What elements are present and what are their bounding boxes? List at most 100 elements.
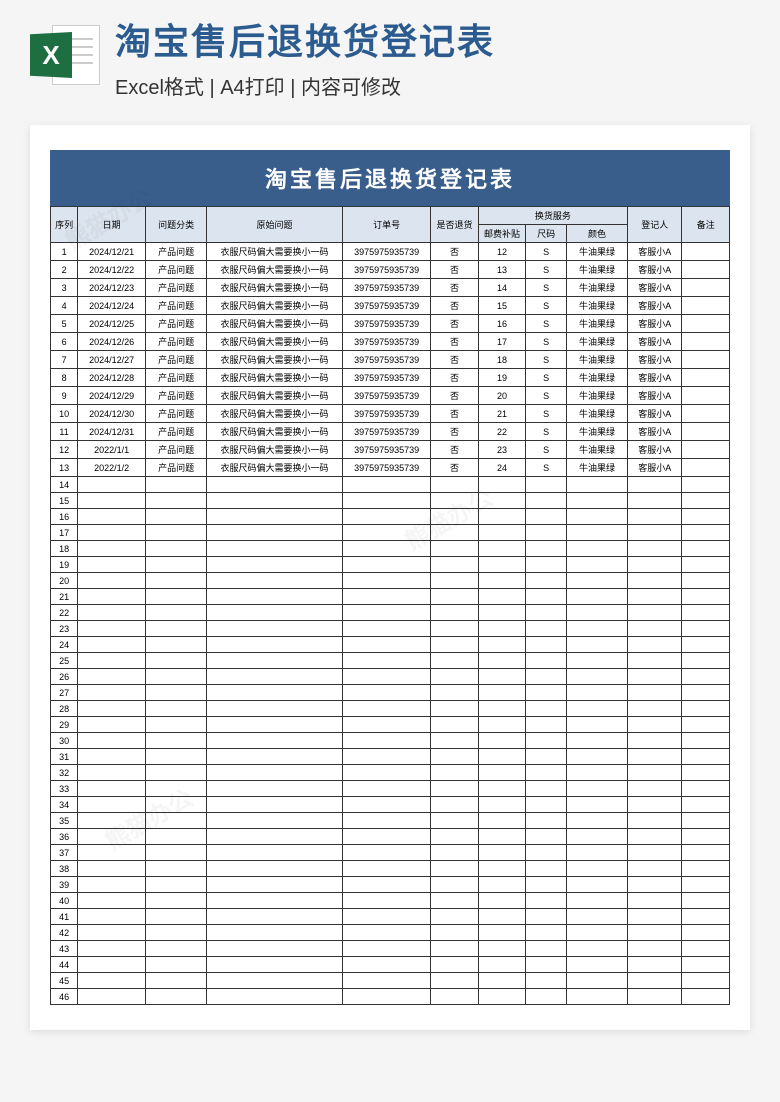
- cell-cat: 产品问题: [146, 387, 207, 405]
- table-row: 132022/1/2产品问题衣服尺码偏大需要换小一码3975975935739否…: [51, 459, 730, 477]
- main-title: 淘宝售后退换货登记表: [115, 20, 750, 63]
- table-row: 32024/12/23产品问题衣服尺码偏大需要换小一码3975975935739…: [51, 279, 730, 297]
- cell-seq: 25: [51, 653, 78, 669]
- cell-color: 牛油果绿: [567, 405, 628, 423]
- th-category: 问题分类: [146, 207, 207, 243]
- table-row: 32: [51, 765, 730, 781]
- cell-seq: 23: [51, 621, 78, 637]
- cell-issue: 衣服尺码偏大需要换小一码: [207, 315, 343, 333]
- cell-cat: 产品问题: [146, 459, 207, 477]
- table-row: 38: [51, 861, 730, 877]
- cell-size: S: [526, 243, 567, 261]
- cell-note: [682, 243, 730, 261]
- cell-reg: 客服小A: [628, 261, 682, 279]
- table-row: 37: [51, 845, 730, 861]
- cell-sub: 19: [478, 369, 526, 387]
- cell-date: 2024/12/25: [78, 315, 146, 333]
- cell-seq: 14: [51, 477, 78, 493]
- table-row: 19: [51, 557, 730, 573]
- cell-cat: 产品问题: [146, 423, 207, 441]
- table-row: 17: [51, 525, 730, 541]
- table-row: 20: [51, 573, 730, 589]
- cell-seq: 19: [51, 557, 78, 573]
- cell-reg: 客服小A: [628, 351, 682, 369]
- cell-order: 3975975935739: [342, 441, 430, 459]
- cell-seq: 1: [51, 243, 78, 261]
- sub-title: Excel格式 | A4打印 | 内容可修改: [115, 71, 750, 100]
- table-row: 29: [51, 717, 730, 733]
- cell-ret: 否: [431, 351, 479, 369]
- cell-note: [682, 315, 730, 333]
- cell-seq: 35: [51, 813, 78, 829]
- table-header: 序列 日期 问题分类 原始问题 订单号 是否退货 换货服务 登记人 备注 邮费补…: [51, 207, 730, 243]
- header-text: 淘宝售后退换货登记表 Excel格式 | A4打印 | 内容可修改: [115, 20, 750, 100]
- cell-seq: 39: [51, 877, 78, 893]
- cell-seq: 34: [51, 797, 78, 813]
- cell-seq: 5: [51, 315, 78, 333]
- th-issue: 原始问题: [207, 207, 343, 243]
- cell-date: 2024/12/26: [78, 333, 146, 351]
- sheet-container: 淘宝售后退换货登记表 序列 日期 问题分类 原始问题 订单号 是否退货 换货服务…: [30, 125, 750, 1030]
- cell-ret: 否: [431, 297, 479, 315]
- cell-sub: 13: [478, 261, 526, 279]
- cell-reg: 客服小A: [628, 297, 682, 315]
- cell-seq: 27: [51, 685, 78, 701]
- cell-order: 3975975935739: [342, 261, 430, 279]
- cell-color: 牛油果绿: [567, 423, 628, 441]
- cell-note: [682, 297, 730, 315]
- cell-issue: 衣服尺码偏大需要换小一码: [207, 297, 343, 315]
- cell-note: [682, 369, 730, 387]
- th-registrar: 登记人: [628, 207, 682, 243]
- table-row: 82024/12/28产品问题衣服尺码偏大需要换小一码3975975935739…: [51, 369, 730, 387]
- table-row: 52024/12/25产品问题衣服尺码偏大需要换小一码3975975935739…: [51, 315, 730, 333]
- cell-order: 3975975935739: [342, 279, 430, 297]
- table-row: 42024/12/24产品问题衣服尺码偏大需要换小一码3975975935739…: [51, 297, 730, 315]
- table-row: 39: [51, 877, 730, 893]
- cell-sub: 24: [478, 459, 526, 477]
- cell-size: S: [526, 351, 567, 369]
- cell-cat: 产品问题: [146, 279, 207, 297]
- cell-size: S: [526, 333, 567, 351]
- cell-reg: 客服小A: [628, 279, 682, 297]
- cell-ret: 否: [431, 243, 479, 261]
- cell-ret: 否: [431, 315, 479, 333]
- cell-size: S: [526, 459, 567, 477]
- cell-seq: 45: [51, 973, 78, 989]
- cell-reg: 客服小A: [628, 405, 682, 423]
- cell-issue: 衣服尺码偏大需要换小一码: [207, 423, 343, 441]
- cell-seq: 24: [51, 637, 78, 653]
- th-note: 备注: [682, 207, 730, 243]
- cell-seq: 2: [51, 261, 78, 279]
- cell-note: [682, 279, 730, 297]
- table-row: 45: [51, 973, 730, 989]
- table-row: 112024/12/31产品问题衣服尺码偏大需要换小一码397597593573…: [51, 423, 730, 441]
- cell-size: S: [526, 297, 567, 315]
- table-row: 40: [51, 893, 730, 909]
- table-row: 15: [51, 493, 730, 509]
- returns-table: 序列 日期 问题分类 原始问题 订单号 是否退货 换货服务 登记人 备注 邮费补…: [50, 206, 730, 1005]
- cell-ret: 否: [431, 261, 479, 279]
- th-color: 颜色: [567, 225, 628, 243]
- cell-cat: 产品问题: [146, 243, 207, 261]
- cell-seq: 40: [51, 893, 78, 909]
- table-row: 27: [51, 685, 730, 701]
- cell-order: 3975975935739: [342, 315, 430, 333]
- cell-ret: 否: [431, 387, 479, 405]
- cell-seq: 31: [51, 749, 78, 765]
- cell-ret: 否: [431, 279, 479, 297]
- cell-date: 2024/12/24: [78, 297, 146, 315]
- cell-cat: 产品问题: [146, 315, 207, 333]
- cell-size: S: [526, 387, 567, 405]
- cell-issue: 衣服尺码偏大需要换小一码: [207, 351, 343, 369]
- cell-color: 牛油果绿: [567, 369, 628, 387]
- cell-seq: 38: [51, 861, 78, 877]
- cell-seq: 22: [51, 605, 78, 621]
- th-subsidy: 邮费补贴: [478, 225, 526, 243]
- cell-seq: 21: [51, 589, 78, 605]
- cell-size: S: [526, 369, 567, 387]
- cell-seq: 43: [51, 941, 78, 957]
- cell-order: 3975975935739: [342, 297, 430, 315]
- th-order: 订单号: [342, 207, 430, 243]
- cell-color: 牛油果绿: [567, 315, 628, 333]
- cell-date: 2024/12/23: [78, 279, 146, 297]
